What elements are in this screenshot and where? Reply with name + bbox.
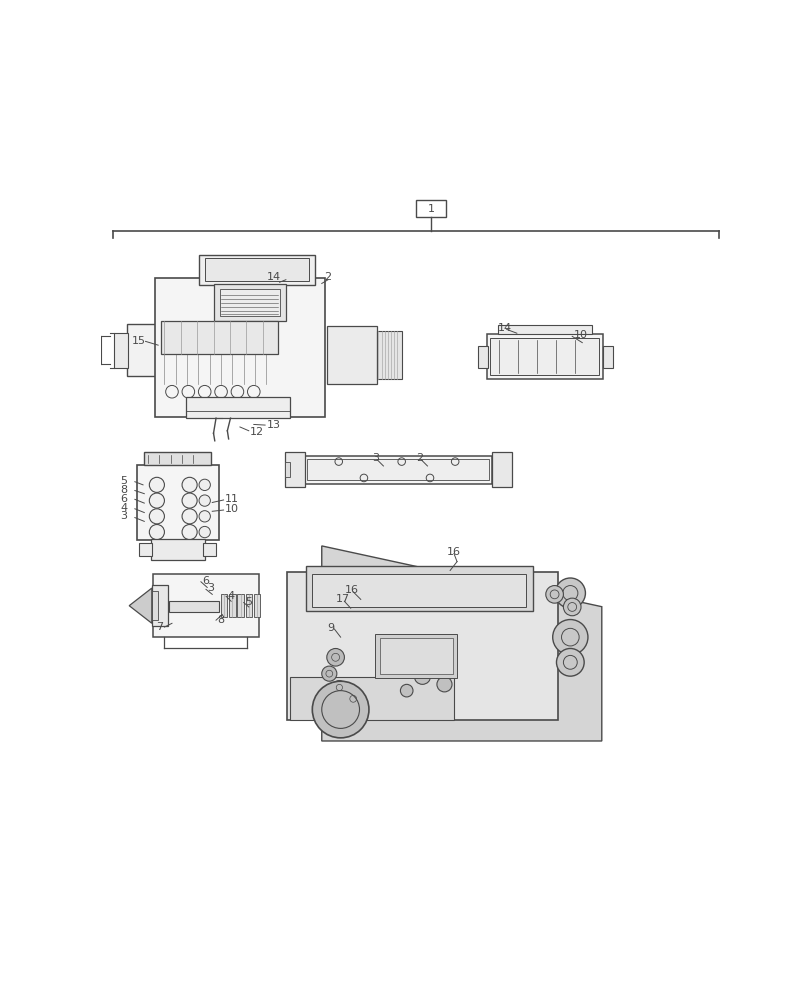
- Text: 14: 14: [267, 272, 281, 282]
- Bar: [187, 397, 290, 418]
- Bar: [139, 543, 152, 556]
- Circle shape: [199, 511, 210, 522]
- Bar: [213, 284, 285, 321]
- Bar: [375, 634, 457, 678]
- Text: 17: 17: [335, 594, 350, 604]
- Text: 15: 15: [131, 336, 145, 346]
- Bar: [114, 333, 128, 368]
- Bar: [497, 325, 591, 334]
- Text: 11: 11: [225, 494, 238, 504]
- Text: 6: 6: [202, 576, 209, 586]
- Bar: [326, 326, 376, 384]
- Bar: [486, 334, 603, 379]
- Text: 5: 5: [120, 476, 127, 486]
- Polygon shape: [321, 546, 601, 741]
- Circle shape: [545, 586, 563, 603]
- Circle shape: [387, 652, 407, 672]
- Bar: [155, 278, 324, 417]
- Bar: [152, 585, 168, 626]
- Bar: [416, 200, 446, 217]
- Bar: [144, 452, 211, 465]
- Circle shape: [199, 479, 210, 491]
- Bar: [254, 594, 260, 617]
- Bar: [290, 677, 453, 720]
- Circle shape: [555, 578, 585, 608]
- Circle shape: [312, 681, 368, 738]
- Bar: [237, 594, 243, 617]
- Bar: [307, 459, 488, 480]
- Text: 3: 3: [371, 453, 379, 463]
- Text: 14: 14: [497, 323, 512, 333]
- Text: 8: 8: [217, 615, 224, 625]
- Text: 10: 10: [225, 504, 238, 514]
- Circle shape: [149, 509, 164, 524]
- Circle shape: [414, 668, 430, 684]
- Circle shape: [199, 495, 210, 506]
- Text: 4: 4: [227, 591, 234, 601]
- Bar: [220, 289, 279, 316]
- Text: 9: 9: [326, 623, 333, 633]
- Text: 3: 3: [207, 583, 214, 593]
- Bar: [136, 465, 218, 540]
- Bar: [491, 452, 511, 487]
- Text: 8: 8: [120, 485, 127, 495]
- Circle shape: [552, 620, 587, 655]
- Circle shape: [149, 493, 164, 508]
- Text: 5: 5: [245, 597, 251, 607]
- Bar: [199, 255, 315, 285]
- Circle shape: [199, 526, 210, 538]
- Circle shape: [332, 681, 345, 694]
- Text: 3: 3: [120, 511, 127, 521]
- Bar: [153, 574, 259, 637]
- Bar: [229, 594, 235, 617]
- Bar: [304, 456, 491, 484]
- Bar: [380, 638, 452, 674]
- Text: 7: 7: [156, 622, 162, 632]
- Bar: [306, 566, 532, 611]
- Circle shape: [182, 525, 197, 540]
- Bar: [376, 331, 401, 379]
- Circle shape: [436, 677, 452, 692]
- Circle shape: [321, 666, 337, 681]
- Polygon shape: [129, 588, 152, 623]
- Text: 2: 2: [416, 453, 423, 463]
- Bar: [245, 594, 251, 617]
- Circle shape: [149, 477, 164, 492]
- Bar: [285, 452, 305, 487]
- Circle shape: [149, 525, 164, 540]
- Bar: [161, 321, 277, 354]
- Bar: [169, 601, 218, 612]
- Text: 4: 4: [120, 503, 127, 513]
- Circle shape: [563, 598, 581, 616]
- Bar: [150, 539, 204, 560]
- Bar: [221, 594, 227, 617]
- Bar: [204, 543, 216, 556]
- Text: 12: 12: [250, 427, 264, 437]
- Bar: [603, 346, 612, 368]
- Bar: [285, 462, 290, 477]
- Circle shape: [345, 691, 360, 706]
- Circle shape: [182, 509, 197, 524]
- Text: 2: 2: [324, 272, 330, 282]
- Circle shape: [182, 477, 197, 492]
- Bar: [205, 258, 309, 281]
- Text: 13: 13: [266, 420, 280, 430]
- Bar: [477, 346, 487, 368]
- Circle shape: [400, 684, 413, 697]
- Text: 16: 16: [446, 547, 460, 557]
- Polygon shape: [287, 572, 557, 720]
- Circle shape: [182, 493, 197, 508]
- Bar: [490, 338, 599, 375]
- Text: 1: 1: [427, 204, 434, 214]
- Bar: [312, 574, 526, 607]
- Text: 6: 6: [120, 494, 127, 504]
- Text: 16: 16: [344, 585, 358, 595]
- Bar: [152, 591, 158, 620]
- Circle shape: [556, 648, 583, 676]
- Bar: [127, 324, 158, 376]
- Circle shape: [326, 648, 344, 666]
- Text: 10: 10: [573, 330, 586, 340]
